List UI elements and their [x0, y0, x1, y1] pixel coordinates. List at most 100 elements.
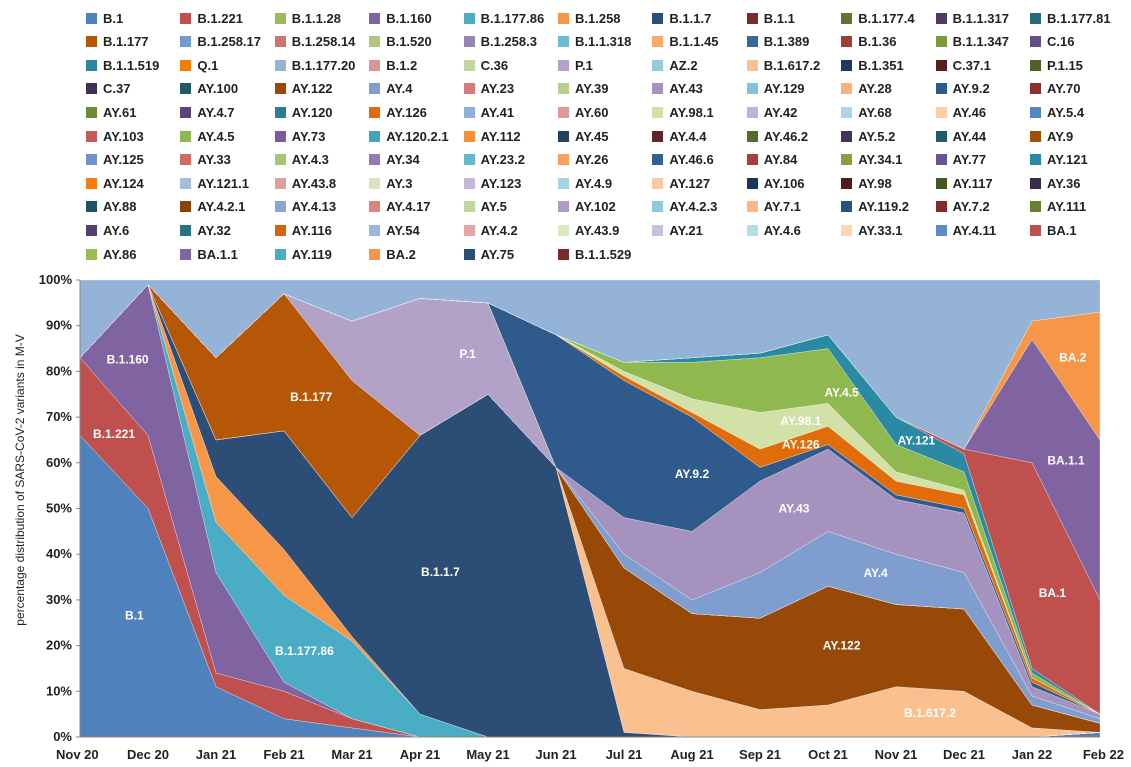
legend-swatch — [274, 201, 286, 213]
legend-label: AY.39 — [575, 81, 609, 97]
legend-swatch — [369, 83, 381, 95]
legend-item: AY.121 — [1030, 150, 1088, 170]
legend-swatch — [180, 36, 192, 48]
legend-item: C.16 — [1030, 32, 1074, 52]
legend-swatch — [463, 154, 475, 166]
legend-label: P.1.15 — [1047, 57, 1083, 73]
legend-swatch — [558, 59, 569, 71]
legend-item: AY.4.13 — [274, 197, 336, 217]
legend-swatch — [463, 83, 475, 95]
legend-swatch — [841, 224, 853, 236]
legend-label: AY.122 — [291, 81, 333, 97]
legend-item: AY.23.2 — [463, 150, 525, 170]
legend-label: Q.1 — [197, 57, 219, 73]
legend-swatch — [935, 36, 947, 48]
x-tick-label: Apr 21 — [400, 747, 440, 762]
legend-label: B.1.258 — [575, 10, 621, 26]
legend-label: AY.86 — [103, 246, 137, 262]
legend-label: AY.120 — [291, 104, 333, 120]
legend-swatch — [558, 130, 569, 142]
x-tick-label: Feb 22 — [1083, 747, 1124, 762]
legend-swatch — [935, 12, 947, 24]
area-label: AY.4 — [863, 566, 888, 580]
legend-swatch — [274, 59, 286, 71]
legend-item: AY.5.2 — [841, 126, 895, 146]
legend-item: AY.23 — [463, 79, 514, 99]
legend-label: AY.5.4 — [1047, 104, 1085, 120]
x-tick-label: Feb 21 — [263, 747, 304, 762]
x-tick-label: Jan 21 — [196, 747, 236, 762]
legend-item: AY.68 — [841, 102, 892, 122]
legend-item: AY.39 — [558, 79, 609, 99]
legend-label: AY.4.3 — [291, 152, 329, 168]
legend-label: B.1.177.4 — [858, 10, 915, 26]
legend-label: AY.102 — [575, 199, 616, 215]
legend-label: AY.103 — [103, 128, 144, 144]
legend-item: B.1.1.317 — [935, 8, 1009, 28]
legend-label: AY.119 — [291, 246, 332, 262]
legend-swatch — [180, 130, 192, 142]
legend-label: AY.54 — [386, 222, 420, 238]
legend-swatch — [652, 83, 664, 95]
legend-swatch — [558, 106, 569, 118]
legend-item: AY.88 — [86, 197, 137, 217]
x-tick-label: Oct 21 — [808, 747, 848, 762]
x-tick-label: Nov 21 — [875, 747, 918, 762]
legend-label: B.1.177.20 — [291, 57, 356, 73]
legend-swatch — [746, 177, 758, 189]
legend-item: AY.117 — [935, 173, 993, 193]
legend-label: AY.100 — [197, 81, 239, 97]
legend-swatch — [369, 130, 381, 142]
legend-item: AY.33.1 — [841, 220, 903, 240]
legend-label: AY.34 — [386, 152, 420, 168]
legend-label: AY.23.2 — [480, 152, 525, 168]
legend-item: AY.127 — [652, 173, 710, 193]
legend-item: AY.120 — [274, 102, 333, 122]
legend-item: AY.33 — [180, 150, 231, 170]
legend-swatch — [746, 59, 758, 71]
area-label: B.1.221 — [93, 427, 135, 441]
legend-swatch — [1030, 201, 1041, 213]
legend-label: AY.111 — [1047, 199, 1087, 215]
legend-label: AY.33.1 — [858, 222, 903, 238]
legend-item: AY.4.2 — [463, 220, 518, 240]
legend-item: AY.9 — [1030, 126, 1073, 146]
legend-item: AY.34 — [369, 150, 420, 170]
legend-item: AY.119.2 — [841, 197, 909, 217]
x-tick-label: Dec 21 — [943, 747, 985, 762]
legend-item: AY.4.3 — [274, 150, 329, 170]
legend-item: AY.77 — [935, 150, 986, 170]
legend-swatch — [86, 224, 97, 236]
legend-label: AY.46.2 — [763, 128, 809, 144]
x-tick-label: Mar 21 — [331, 747, 372, 762]
legend-swatch — [274, 154, 286, 166]
legend-item: AY.4.2.1 — [180, 197, 245, 217]
legend-label: AY.4.9 — [575, 175, 613, 191]
legend-label: AY.4.17 — [386, 199, 431, 215]
chart-legend: B.1 B.1.221 B.1.1.28 B.1.160 B.1.177.86 B.1.2… — [86, 8, 1126, 263]
legend-item: AY.46 — [935, 102, 986, 122]
area-labels: B.1 B.1.221 B.1.160 B.1.177.86 B.1.177 B.1.1.… — [93, 347, 1087, 720]
legend-swatch — [463, 106, 475, 118]
legend-label: AY.44 — [952, 128, 987, 144]
legend-item: B.1.1.7 — [652, 8, 711, 28]
legend-label: C.37 — [103, 81, 131, 97]
area-label: AY.4.5 — [824, 385, 859, 399]
legend-label: AY.123 — [480, 175, 522, 191]
legend-swatch — [841, 83, 853, 95]
legend-swatch — [180, 83, 192, 95]
legend-swatch — [86, 248, 97, 260]
legend-label: B.1.1.45 — [669, 34, 719, 50]
legend-label: AY.5.2 — [858, 128, 896, 144]
x-tick-label: Aug 21 — [670, 747, 713, 762]
legend-label: AY.4.5 — [197, 128, 235, 144]
legend-label: AY.9.2 — [952, 81, 990, 97]
legend-label: AY.124 — [103, 175, 144, 191]
legend-swatch — [86, 36, 97, 48]
legend-item: AY.120.2.1 — [369, 126, 449, 146]
area-label: B.1.617.2 — [904, 706, 956, 720]
x-axis: Nov 20 Dec 20 Jan 21 Feb 21 Mar 21 Apr 21 May … — [56, 736, 1124, 762]
legend-swatch — [841, 201, 853, 213]
legend-swatch — [180, 154, 192, 166]
legend-item: B.1.177 — [86, 32, 149, 52]
